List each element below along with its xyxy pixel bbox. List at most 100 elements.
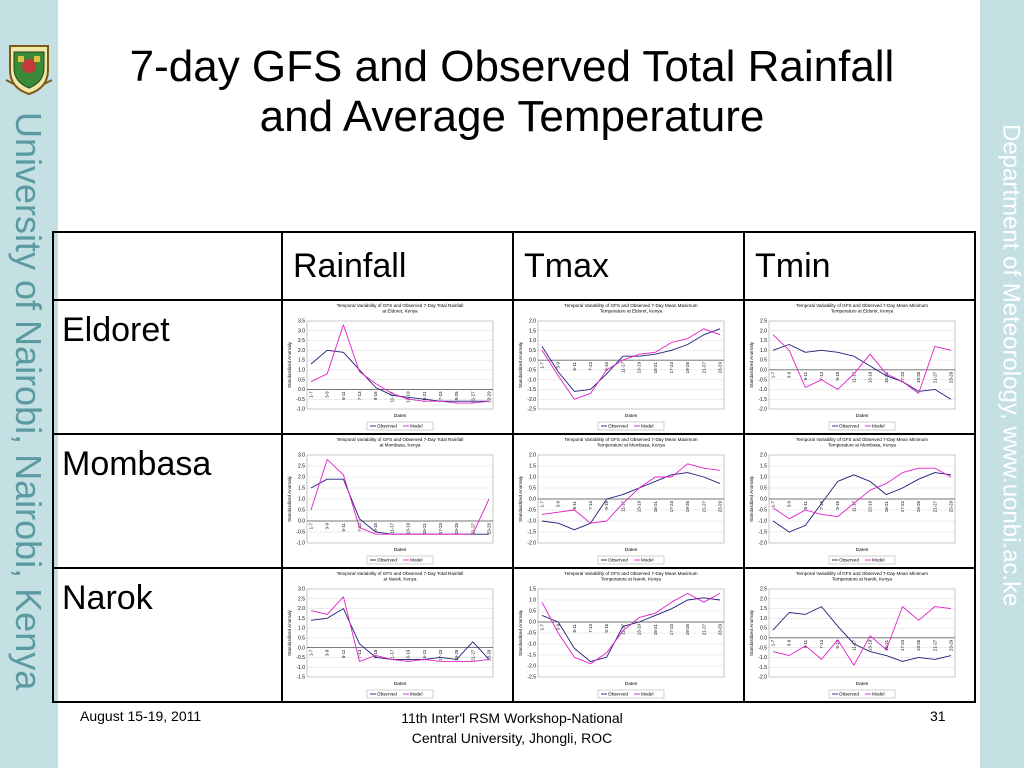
x-tick-label: 5-11 xyxy=(803,639,808,648)
chart-title-line: Temporal Variability of GFS and Observed… xyxy=(564,571,697,576)
row-label-mombasa: Mombasa xyxy=(52,433,283,569)
chart-title-line: Temporal Variability of GFS and Observed… xyxy=(796,437,928,442)
x-tick-label: 23-29 xyxy=(949,371,954,383)
x-tick-label: 17-23 xyxy=(438,649,443,661)
x-tick-label: 7-13 xyxy=(588,623,593,632)
x-tick-label: 13-19 xyxy=(637,362,642,374)
x-tick-label: 11-17 xyxy=(620,623,625,634)
x-tick-label: 9-15 xyxy=(604,362,609,371)
x-tick-label: 7-13 xyxy=(819,639,824,648)
x-tick-label: 21-27 xyxy=(470,649,475,661)
y-tick-label: -2.5 xyxy=(527,407,536,413)
y-tick-label: 0.0 xyxy=(529,620,536,626)
x-tick-label: 15-21 xyxy=(884,639,889,651)
chart-narok-tmin: Temporal Variability of GFS and Observed… xyxy=(749,571,956,699)
legend-box xyxy=(366,689,434,699)
y-tick-label: 0.5 xyxy=(529,348,536,354)
y-tick-label: 0.0 xyxy=(529,497,536,503)
y-tick-label: 3.0 xyxy=(298,453,305,459)
chart-eldoret-tmax: Temporal Variability of GFS and Observed… xyxy=(518,303,725,431)
x-tick-label: 3-9 xyxy=(556,623,561,630)
x-tick-label: 1-7 xyxy=(540,362,545,369)
legend-box xyxy=(597,689,665,699)
legend-label-model: Model xyxy=(410,692,423,697)
series-line-observed xyxy=(310,608,490,660)
x-tick-label: 11-17 xyxy=(851,371,856,382)
series-line-observed xyxy=(772,344,952,400)
x-axis-label: Dates xyxy=(625,413,638,419)
y-tick-label: -1.0 xyxy=(758,655,767,661)
legend-label-observed: Observed xyxy=(377,424,397,429)
x-tick-label: 3-9 xyxy=(325,649,330,656)
cell-narok-tmax: Temporal Variability of GFS and Observed… xyxy=(512,567,745,703)
x-tick-label: 17-23 xyxy=(900,639,905,651)
y-tick-label: -0.5 xyxy=(758,508,767,514)
footer-event: 11th Inter'l RSM Workshop-National Centr… xyxy=(362,708,662,748)
y-tick-label: -1.0 xyxy=(758,387,767,393)
chart-narok-rainfall: Temporal Variability of GFS and Observed… xyxy=(287,571,494,699)
cell-eldoret-rainfall: Temporal Variability of GFS and Observed… xyxy=(281,299,514,435)
x-tick-label: 13-19 xyxy=(637,500,642,512)
table-row-narok: Narok Temporal Variability of GFS and Ob… xyxy=(52,567,976,703)
chart-title-line: Temperature at Mombasa, Kenya xyxy=(828,443,896,448)
x-tick-label: 5-11 xyxy=(572,623,577,632)
series-line-model xyxy=(772,606,952,666)
cell-mombasa-tmin: Temporal Variability of GFS and Observed… xyxy=(743,433,976,569)
legend-label-model: Model xyxy=(641,692,654,697)
x-axis-label: Dates xyxy=(394,547,407,553)
left-side-band xyxy=(0,0,58,768)
x-tick-label: 5-11 xyxy=(572,362,577,371)
y-tick-label: 1.0 xyxy=(298,367,305,373)
y-tick-label: 3.5 xyxy=(298,319,305,325)
cell-narok-rainfall: Temporal Variability of GFS and Observed… xyxy=(281,567,514,703)
chart-title-line: at Narok, Kenya xyxy=(384,577,417,582)
y-tick-label: 0.0 xyxy=(760,635,767,641)
series-line-model xyxy=(541,328,721,400)
y-tick-label: -0.5 xyxy=(527,508,536,514)
table-header-blank xyxy=(52,231,283,301)
x-tick-label: 19-25 xyxy=(916,639,921,651)
table-header-tmin: Tmin xyxy=(743,231,976,301)
y-axis-label: Standardized Anomaly xyxy=(518,475,523,522)
chart-title-line: Temporal Variability of GFS and Observed… xyxy=(337,571,464,576)
plot-area xyxy=(537,320,725,410)
y-tick-label: -1.0 xyxy=(527,519,536,525)
y-tick-label: 0.5 xyxy=(529,609,536,615)
left-band-text-container: University of Nairobi, Nairobi, Kenya xyxy=(4,112,54,762)
plot-area xyxy=(306,320,494,410)
chart-title-line: at Mombasa, Kenya xyxy=(380,443,421,448)
x-tick-label: 1-7 xyxy=(309,649,314,656)
y-tick-label: -1.0 xyxy=(527,377,536,383)
y-tick-label: 0.0 xyxy=(529,358,536,364)
x-tick-label: 15-21 xyxy=(653,623,658,635)
chart-title-line: Temperature at Eldoret, Kenya xyxy=(831,309,894,314)
chart-mombasa-tmax: Temporal Variability of GFS and Observed… xyxy=(518,437,725,565)
chart-title-line: Temperature at Mombasa, Kenya xyxy=(597,443,665,448)
legend-label-observed: Observed xyxy=(839,424,859,429)
x-tick-label: 23-29 xyxy=(949,639,954,651)
x-axis-label: Dates xyxy=(856,547,869,553)
series-line-observed xyxy=(772,472,952,533)
legend-label-observed: Observed xyxy=(608,692,628,697)
right-side-band xyxy=(980,0,1024,768)
series-line-observed xyxy=(310,349,489,402)
y-tick-label: -0.5 xyxy=(296,530,305,536)
chart-eldoret-rainfall: Temporal Variability of GFS and Observed… xyxy=(287,303,494,431)
x-tick-label: 23-29 xyxy=(949,500,954,512)
x-tick-label: 1-7 xyxy=(309,391,314,398)
x-tick-label: 21-27 xyxy=(470,391,475,403)
y-axis-label: Standardized Anomaly xyxy=(518,341,523,388)
y-axis-label: Standardized Anomaly xyxy=(749,475,754,522)
legend-label-observed: Observed xyxy=(377,558,397,563)
y-tick-label: -2.0 xyxy=(527,397,536,403)
y-tick-label: 2.0 xyxy=(760,328,767,334)
chart-title-line: Temperature at Narok, Kenya xyxy=(832,577,892,582)
y-tick-label: -2.0 xyxy=(758,675,767,681)
y-tick-label: 0.5 xyxy=(298,377,305,383)
y-tick-label: 2.5 xyxy=(760,319,767,325)
x-tick-label: 9-15 xyxy=(835,500,840,509)
x-tick-label: 23-29 xyxy=(487,649,492,661)
table-row-mombasa: Mombasa Temporal Variability of GFS and … xyxy=(52,433,976,569)
legend-label-model: Model xyxy=(641,558,654,563)
x-axis-label: Dates xyxy=(856,681,869,687)
